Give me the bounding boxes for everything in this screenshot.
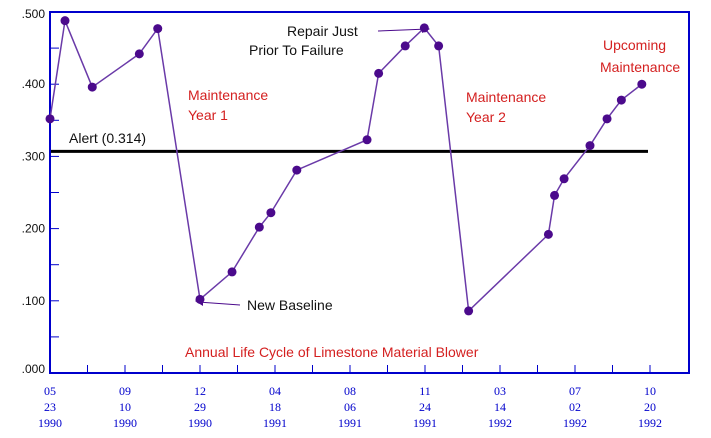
x-tick-label: 10 <box>119 400 131 414</box>
maintenance-year1-line2: Year 1 <box>188 107 228 123</box>
data-point <box>45 114 55 124</box>
alert-label: Alert (0.314) <box>69 130 146 146</box>
data-point <box>254 222 264 232</box>
x-tick-label: 04 <box>269 384 281 398</box>
x-tick-label: 09 <box>119 384 131 398</box>
x-tick-label: 06 <box>344 400 356 414</box>
x-tick-label: 1991 <box>413 416 437 430</box>
x-tick-label: 08 <box>344 384 356 398</box>
y-tick-label: .200 <box>22 222 46 236</box>
x-tick-label: 1991 <box>338 416 362 430</box>
data-point <box>550 190 560 200</box>
x-tick-label: 12 <box>194 384 206 398</box>
plot-frame <box>49 11 690 374</box>
data-point <box>153 24 163 34</box>
x-tick-label: 20 <box>644 400 656 414</box>
x-tick-label: 07 <box>569 384 581 398</box>
x-tick-label: 1992 <box>563 416 587 430</box>
x-tick-label: 24 <box>419 400 431 414</box>
repair-annotation-line1: Repair Just <box>287 23 358 39</box>
y-tick-label: .300 <box>22 149 46 163</box>
repair-annotation-line2: Prior To Failure <box>249 42 344 58</box>
x-tick-label: 05 <box>44 384 56 398</box>
y-tick-label: .100 <box>22 294 46 308</box>
data-point <box>400 41 410 51</box>
x-tick-label: 1990 <box>38 416 62 430</box>
x-tick-label: 29 <box>194 400 206 414</box>
maintenance-year1-line1: Maintenance <box>188 87 268 103</box>
x-tick-label: 11 <box>419 384 431 398</box>
x-tick-label: 14 <box>494 400 506 414</box>
data-point <box>464 306 474 316</box>
data-point <box>616 95 626 105</box>
data-point <box>227 267 237 277</box>
data-point <box>266 208 276 218</box>
chart-title: Annual Life Cycle of Limestone Material … <box>185 344 479 360</box>
x-tick-label: 1990 <box>188 416 212 430</box>
y-tick-label: .000 <box>22 362 46 376</box>
x-tick-label: 1992 <box>488 416 512 430</box>
x-tick-label: 23 <box>44 400 56 414</box>
x-tick-label: 02 <box>569 400 581 414</box>
data-point <box>362 135 372 145</box>
maintenance-year2-line2: Year 2 <box>466 109 506 125</box>
data-point <box>559 174 569 184</box>
new-baseline-label: New Baseline <box>247 297 333 313</box>
data-point <box>602 114 612 124</box>
data-point <box>374 68 384 78</box>
series-line <box>49 17 643 313</box>
data-point <box>543 229 553 239</box>
upcoming-maintenance-line2: Maintenance <box>600 59 680 75</box>
x-tick-label: 10 <box>644 384 656 398</box>
data-point <box>585 141 595 151</box>
repair-arrow-shaft <box>377 28 429 32</box>
x-tick-label: 1990 <box>113 416 137 430</box>
repair-arrow-head <box>422 25 430 33</box>
data-point <box>637 79 647 89</box>
upcoming-maintenance-line1: Upcoming <box>603 37 666 53</box>
y-tick-label: .400 <box>22 77 46 91</box>
y-tick-label: .500 <box>22 7 46 21</box>
new-baseline-arrow-shaft <box>197 301 241 306</box>
data-point <box>60 16 70 26</box>
x-tick-label: 03 <box>494 384 506 398</box>
maintenance-year2-line1: Maintenance <box>466 89 546 105</box>
data-point <box>434 41 444 51</box>
data-point <box>87 82 97 92</box>
x-tick-label: 18 <box>269 400 281 414</box>
x-tick-label: 1991 <box>263 416 287 430</box>
x-tick-label: 1992 <box>638 416 662 430</box>
data-point <box>292 165 302 175</box>
data-point <box>134 49 144 59</box>
new-baseline-arrow-head <box>195 297 203 306</box>
